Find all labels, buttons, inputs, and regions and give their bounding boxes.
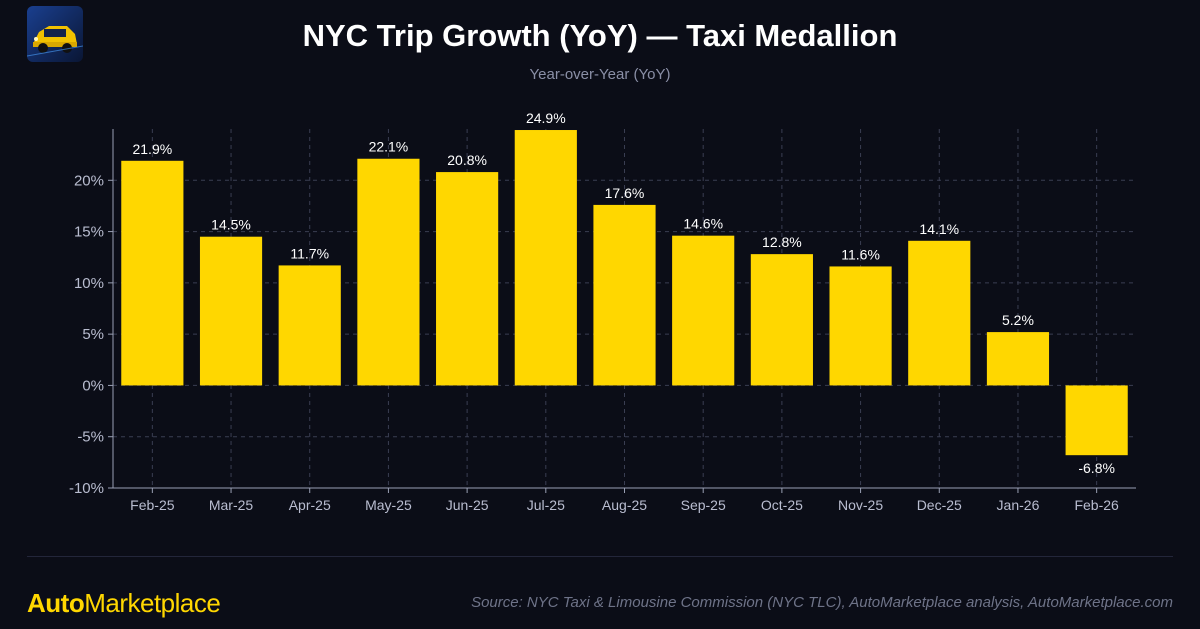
bar xyxy=(514,130,577,386)
bar-value-label: 5.2% xyxy=(1002,312,1034,328)
bar-value-label: 14.1% xyxy=(919,221,959,237)
bar-value-label: -6.8% xyxy=(1078,460,1115,476)
x-tick-label: Nov-25 xyxy=(838,497,883,513)
y-tick-label: -10% xyxy=(69,480,104,497)
bar xyxy=(672,235,735,386)
x-tick-label: Jul-25 xyxy=(527,497,565,513)
x-tick-label: Aug-25 xyxy=(602,497,647,513)
bar xyxy=(199,236,263,386)
x-tick-label: Jun-25 xyxy=(446,497,489,513)
y-tick-label: -5% xyxy=(77,429,104,446)
bar-value-label: 21.9% xyxy=(132,141,172,157)
y-tick-label: 5% xyxy=(82,326,104,343)
bar-value-label: 14.6% xyxy=(683,216,723,232)
bar xyxy=(436,172,499,386)
x-tick-label: Feb-26 xyxy=(1074,497,1119,513)
x-tick-label: Apr-25 xyxy=(289,497,331,513)
bar-value-label: 17.6% xyxy=(605,185,645,201)
bar-value-label: 20.8% xyxy=(447,152,487,168)
x-tick-label: Mar-25 xyxy=(209,497,254,513)
bar-value-label: 12.8% xyxy=(762,234,802,250)
bar-value-label: 24.9% xyxy=(526,110,566,126)
bar-chart: -10% -5% 0% 5% 10% 15% 20% 21.9% Feb-25 14.5% Mar-… xyxy=(69,110,1136,513)
bar xyxy=(986,332,1050,386)
bar xyxy=(908,240,971,386)
bar xyxy=(121,160,184,386)
bar-value-label: 22.1% xyxy=(369,139,409,155)
bar-value-label: 11.7% xyxy=(290,245,329,261)
x-tick-label: Sep-25 xyxy=(681,497,726,513)
bar xyxy=(593,204,656,386)
bar xyxy=(750,254,813,386)
x-tick-label: Jan-26 xyxy=(997,497,1040,513)
x-tick-label: May-25 xyxy=(365,497,412,513)
bar xyxy=(357,158,420,386)
bar-value-label: 14.5% xyxy=(211,217,251,233)
y-tick-label: 0% xyxy=(82,377,104,394)
brand-logo-marketplace: Marketplace xyxy=(84,588,221,618)
x-tick-label: Dec-25 xyxy=(917,497,962,513)
bar-value-label: 11.6% xyxy=(841,246,880,262)
chart-subtitle: Year-over-Year (YoY) xyxy=(529,66,671,83)
chart-title: NYC Trip Growth (YoY) — Taxi Medallion xyxy=(302,18,898,53)
brand-logo-auto: Auto xyxy=(27,588,85,618)
footer-divider xyxy=(27,556,1173,557)
bar xyxy=(1065,385,1128,456)
y-tick-label: 15% xyxy=(74,224,104,241)
x-tick-label: Oct-25 xyxy=(761,497,803,513)
y-tick-label: 10% xyxy=(74,275,104,292)
bar xyxy=(278,265,341,386)
source-note: Source: NYC Taxi & Limousine Commission … xyxy=(471,594,1173,611)
y-tick-label: 20% xyxy=(74,172,104,189)
brand-logo: AutoMarketplace xyxy=(27,588,221,619)
bar xyxy=(829,266,892,386)
x-tick-label: Feb-25 xyxy=(130,497,175,513)
taxi-logo-image xyxy=(27,6,83,62)
